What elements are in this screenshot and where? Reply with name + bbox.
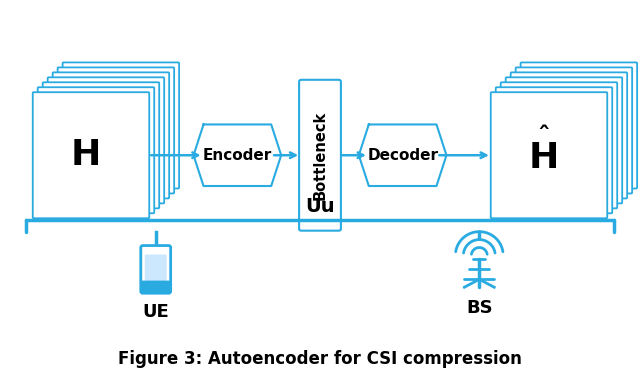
FancyBboxPatch shape xyxy=(506,77,622,203)
FancyBboxPatch shape xyxy=(520,62,637,188)
Polygon shape xyxy=(193,125,281,186)
FancyBboxPatch shape xyxy=(299,80,341,231)
FancyBboxPatch shape xyxy=(491,92,607,218)
Text: Encoder: Encoder xyxy=(203,148,272,163)
FancyBboxPatch shape xyxy=(145,254,166,286)
FancyBboxPatch shape xyxy=(33,92,149,218)
FancyBboxPatch shape xyxy=(58,68,174,194)
FancyBboxPatch shape xyxy=(141,245,171,293)
Text: H: H xyxy=(71,138,101,172)
FancyBboxPatch shape xyxy=(142,281,170,292)
Text: BS: BS xyxy=(466,299,493,317)
Text: H: H xyxy=(529,141,559,175)
FancyBboxPatch shape xyxy=(511,72,627,198)
Text: Uu: Uu xyxy=(305,197,335,216)
Polygon shape xyxy=(359,125,447,186)
FancyBboxPatch shape xyxy=(43,82,159,209)
FancyBboxPatch shape xyxy=(52,72,169,198)
Text: Bottleneck: Bottleneck xyxy=(312,111,328,200)
FancyBboxPatch shape xyxy=(500,82,617,209)
FancyBboxPatch shape xyxy=(63,62,179,188)
FancyBboxPatch shape xyxy=(48,77,164,203)
Text: UE: UE xyxy=(142,303,169,321)
Text: Decoder: Decoder xyxy=(367,148,438,163)
Text: ˆ: ˆ xyxy=(538,125,550,149)
FancyBboxPatch shape xyxy=(38,87,154,213)
Text: Figure 3: Autoencoder for CSI compression: Figure 3: Autoencoder for CSI compressio… xyxy=(118,350,522,368)
FancyBboxPatch shape xyxy=(496,87,612,213)
FancyBboxPatch shape xyxy=(516,68,632,194)
